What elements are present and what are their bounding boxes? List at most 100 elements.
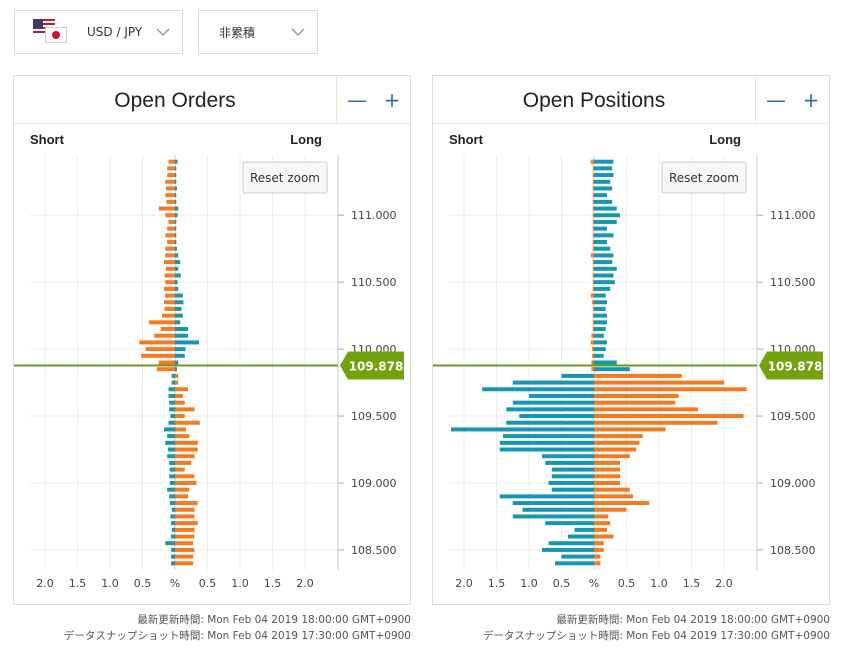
bar-left[interactable] xyxy=(171,380,175,385)
bar-right[interactable] xyxy=(175,420,200,425)
bar-left[interactable] xyxy=(167,226,175,231)
bar-left[interactable] xyxy=(568,534,594,539)
bar-right[interactable] xyxy=(175,253,179,258)
bar-right[interactable] xyxy=(594,420,718,425)
bar-left[interactable] xyxy=(591,360,594,365)
bar-left[interactable] xyxy=(542,547,594,552)
bar-left[interactable] xyxy=(592,186,594,191)
bar-left[interactable] xyxy=(592,166,594,171)
bar-left[interactable] xyxy=(592,173,594,178)
bar-left[interactable] xyxy=(592,260,594,265)
bar-left[interactable] xyxy=(592,213,594,218)
bar-left[interactable] xyxy=(545,521,594,526)
bar-right[interactable] xyxy=(594,460,620,465)
bar-right[interactable] xyxy=(175,213,178,218)
bar-left[interactable] xyxy=(169,494,175,499)
bar-left[interactable] xyxy=(165,541,175,546)
bar-left[interactable] xyxy=(592,193,594,198)
bar-right[interactable] xyxy=(594,501,650,506)
open-positions-chart[interactable]: Short Long 2.0 1.5 1.0 0.5% 0.5 1.0 1.5 2.0 111.00… xyxy=(433,125,829,604)
bar-right[interactable] xyxy=(175,554,194,559)
bar-right[interactable] xyxy=(175,186,177,191)
bar-left[interactable] xyxy=(592,226,594,231)
bar-left[interactable] xyxy=(168,159,176,164)
bar-left[interactable] xyxy=(592,327,594,332)
bar-right[interactable] xyxy=(175,407,195,412)
bar-left[interactable] xyxy=(167,240,175,245)
bar-left[interactable] xyxy=(163,286,175,291)
bar-right[interactable] xyxy=(594,280,615,285)
bar-right[interactable] xyxy=(175,501,198,506)
bar-right[interactable] xyxy=(175,480,197,485)
bar-right[interactable] xyxy=(175,306,182,311)
bar-right[interactable] xyxy=(175,460,192,465)
bar-right[interactable] xyxy=(175,179,177,184)
bar-left[interactable] xyxy=(167,487,175,492)
bar-right[interactable] xyxy=(175,360,179,365)
bar-right[interactable] xyxy=(594,306,606,311)
bar-left[interactable] xyxy=(158,360,175,365)
bar-left[interactable] xyxy=(169,400,175,405)
bar-right[interactable] xyxy=(175,333,188,338)
bar-right[interactable] xyxy=(594,233,614,238)
bar-right[interactable] xyxy=(175,367,177,372)
bar-right[interactable] xyxy=(175,273,181,278)
bar-left[interactable] xyxy=(163,260,175,265)
bar-left[interactable] xyxy=(169,460,175,465)
bar-right[interactable] xyxy=(175,373,179,378)
bar-left[interactable] xyxy=(168,393,176,398)
bar-right[interactable] xyxy=(175,447,198,452)
bar-right[interactable] xyxy=(594,367,630,372)
bar-right[interactable] xyxy=(175,547,195,552)
bar-left[interactable] xyxy=(555,561,594,566)
bar-right[interactable] xyxy=(594,554,601,559)
bar-right[interactable] xyxy=(594,521,611,526)
bar-right[interactable] xyxy=(594,173,614,178)
bar-left[interactable] xyxy=(139,340,175,345)
bar-right[interactable] xyxy=(594,186,613,191)
bar-left[interactable] xyxy=(591,333,594,338)
bar-right[interactable] xyxy=(175,534,195,539)
bar-right[interactable] xyxy=(175,240,177,245)
bar-right[interactable] xyxy=(594,300,607,305)
bar-left[interactable] xyxy=(165,266,175,271)
bar-left[interactable] xyxy=(163,300,175,305)
bar-left[interactable] xyxy=(169,407,175,412)
bar-right[interactable] xyxy=(594,440,640,445)
bar-right[interactable] xyxy=(175,219,177,224)
bar-left[interactable] xyxy=(592,347,594,352)
bar-left[interactable] xyxy=(592,306,594,311)
bar-right[interactable] xyxy=(594,414,744,419)
bar-left[interactable] xyxy=(164,273,175,278)
bar-right[interactable] xyxy=(594,494,633,499)
bar-right[interactable] xyxy=(594,353,604,358)
bar-right[interactable] xyxy=(594,219,617,224)
bar-left[interactable] xyxy=(149,320,175,325)
bar-right[interactable] xyxy=(594,514,609,519)
bar-left[interactable] xyxy=(165,179,175,184)
bar-right[interactable] xyxy=(175,280,178,285)
bar-right[interactable] xyxy=(175,293,183,298)
bar-left[interactable] xyxy=(165,253,175,258)
reset-zoom-button-bg[interactable] xyxy=(242,161,328,194)
bar-left[interactable] xyxy=(542,454,594,459)
bar-right[interactable] xyxy=(594,400,676,405)
bar-left[interactable] xyxy=(168,387,176,392)
bar-left[interactable] xyxy=(592,266,594,271)
bar-right[interactable] xyxy=(594,340,607,345)
bar-right[interactable] xyxy=(175,414,185,419)
bar-right[interactable] xyxy=(594,373,682,378)
zoom-out-button[interactable]: — xyxy=(347,88,367,112)
bar-right[interactable] xyxy=(594,159,614,164)
bar-left[interactable] xyxy=(522,507,595,512)
bar-right[interactable] xyxy=(175,300,184,305)
bar-right[interactable] xyxy=(594,447,637,452)
bar-left[interactable] xyxy=(165,440,175,445)
bar-right[interactable] xyxy=(175,226,177,231)
bar-right[interactable] xyxy=(594,360,617,365)
bar-left[interactable] xyxy=(171,507,175,512)
bar-right[interactable] xyxy=(175,474,195,479)
bar-left[interactable] xyxy=(165,293,175,298)
bar-left[interactable] xyxy=(170,514,175,519)
zoom-in-button[interactable]: + xyxy=(383,88,401,112)
